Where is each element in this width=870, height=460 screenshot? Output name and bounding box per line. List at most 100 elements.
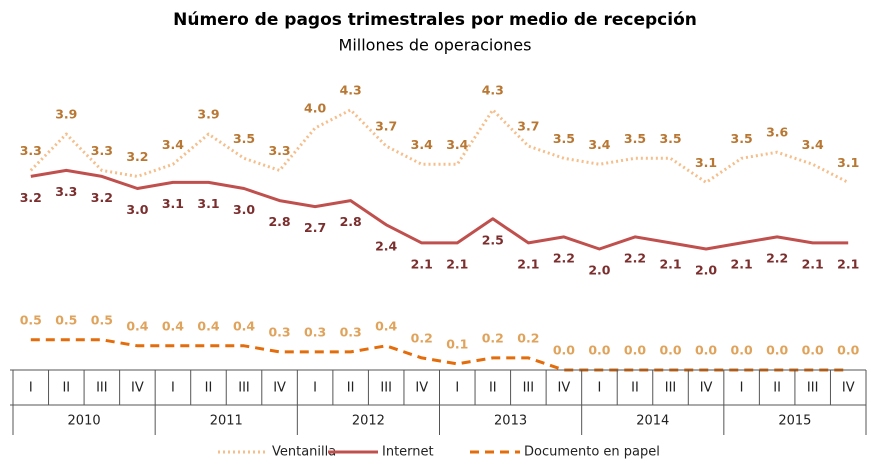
legend-label: Ventanilla xyxy=(272,445,336,460)
data-label: 0.2 xyxy=(517,330,539,345)
data-label: 3.1 xyxy=(162,196,184,211)
data-label: 2.1 xyxy=(411,256,433,271)
data-label: 0.0 xyxy=(837,343,859,358)
data-label: 3.9 xyxy=(55,107,77,122)
data-label: 0.4 xyxy=(197,318,219,333)
data-label: 2.8 xyxy=(340,214,362,229)
legend-label: Internet xyxy=(382,445,434,460)
data-label: 0.2 xyxy=(482,330,504,345)
x-group-label: 2015 xyxy=(778,414,811,429)
data-label: 3.3 xyxy=(20,143,42,158)
data-label: 0.5 xyxy=(20,312,42,327)
data-label: 0.0 xyxy=(659,343,681,358)
data-label: 2.4 xyxy=(375,238,397,253)
data-label: 2.0 xyxy=(588,263,610,278)
data-label: 0.1 xyxy=(446,336,468,351)
x-tick-label: IV xyxy=(415,381,428,396)
data-label: 2.2 xyxy=(553,250,575,265)
x-group-label: 2013 xyxy=(494,414,527,429)
x-tick-label: I xyxy=(740,381,744,396)
series-line xyxy=(29,108,849,184)
data-label: 3.5 xyxy=(659,131,681,146)
data-label: 3.5 xyxy=(624,131,646,146)
x-tick-label: II xyxy=(347,381,355,396)
x-tick-label: II xyxy=(631,381,639,396)
data-label: 2.1 xyxy=(802,256,824,271)
data-label: 0.0 xyxy=(624,343,646,358)
chart-title: Número de pagos trimestrales por medio d… xyxy=(173,10,697,30)
data-label: 3.1 xyxy=(837,155,859,170)
data-label: 2.5 xyxy=(482,232,504,247)
data-label: 0.0 xyxy=(802,343,824,358)
data-label: 2.7 xyxy=(304,220,326,235)
data-label: 3.4 xyxy=(162,137,184,152)
data-label: 0.4 xyxy=(162,318,184,333)
data-label: 2.1 xyxy=(446,256,468,271)
x-tick-label: II xyxy=(773,381,781,396)
data-label: 3.5 xyxy=(553,131,575,146)
data-label: 3.7 xyxy=(375,119,397,134)
x-group-label: 2012 xyxy=(352,414,385,429)
data-label: 3.4 xyxy=(411,137,433,152)
data-label: 2.1 xyxy=(659,256,681,271)
data-label: 2.1 xyxy=(517,256,539,271)
x-tick-label: III xyxy=(380,381,392,396)
data-label: 2.1 xyxy=(731,256,753,271)
data-label: 3.3 xyxy=(91,143,113,158)
x-tick-label: I xyxy=(313,381,317,396)
data-label: 3.2 xyxy=(126,149,148,164)
x-tick-label: I xyxy=(29,381,33,396)
data-label: 3.0 xyxy=(233,202,255,217)
data-label: 4.3 xyxy=(340,82,362,97)
data-label: 0.0 xyxy=(553,343,575,358)
data-label: 2.2 xyxy=(766,250,788,265)
data-label: 2.1 xyxy=(837,256,859,271)
data-label: 3.5 xyxy=(731,131,753,146)
data-label: 4.3 xyxy=(482,82,504,97)
x-group-label: 2011 xyxy=(210,414,243,429)
x-tick-label: IV xyxy=(842,381,855,396)
x-tick-label: IV xyxy=(558,381,571,396)
data-label: 0.3 xyxy=(304,324,326,339)
x-tick-label: III xyxy=(238,381,250,396)
data-label: 3.6 xyxy=(766,125,788,140)
x-tick-label: II xyxy=(489,381,497,396)
data-label: 0.5 xyxy=(91,312,113,327)
data-label: 3.3 xyxy=(55,184,77,199)
data-label: 0.0 xyxy=(695,343,717,358)
x-tick-label: IV xyxy=(700,381,713,396)
x-tick-label: I xyxy=(455,381,459,396)
data-label: 0.5 xyxy=(55,312,77,327)
x-group-label: 2014 xyxy=(636,414,669,429)
data-label: 0.3 xyxy=(268,324,290,339)
x-group-label: 2010 xyxy=(68,414,101,429)
data-label: 3.5 xyxy=(233,131,255,146)
series-line xyxy=(30,338,849,372)
data-label: 3.9 xyxy=(197,107,219,122)
x-tick-label: III xyxy=(523,381,535,396)
data-label: 0.2 xyxy=(411,330,433,345)
data-label: 3.4 xyxy=(446,137,468,152)
legend-label: Documento en papel xyxy=(524,445,660,460)
data-label: 3.1 xyxy=(197,196,219,211)
data-label: 3.2 xyxy=(91,190,113,205)
data-label: 3.0 xyxy=(126,202,148,217)
x-tick-label: III xyxy=(96,381,108,396)
x-tick-label: IV xyxy=(131,381,144,396)
data-label: 2.8 xyxy=(268,214,290,229)
data-label: 0.4 xyxy=(126,318,148,333)
data-label: 3.3 xyxy=(268,143,290,158)
data-label: 0.4 xyxy=(375,318,397,333)
data-label: 2.2 xyxy=(624,250,646,265)
data-label: 0.3 xyxy=(340,324,362,339)
x-tick-label: II xyxy=(62,381,70,396)
data-label: 3.4 xyxy=(802,137,824,152)
data-label: 3.2 xyxy=(20,190,42,205)
data-label: 0.0 xyxy=(766,343,788,358)
x-tick-label: I xyxy=(171,381,175,396)
data-label: 0.0 xyxy=(731,343,753,358)
x-tick-label: II xyxy=(205,381,213,396)
x-tick-label: I xyxy=(598,381,602,396)
data-label: 3.1 xyxy=(695,155,717,170)
